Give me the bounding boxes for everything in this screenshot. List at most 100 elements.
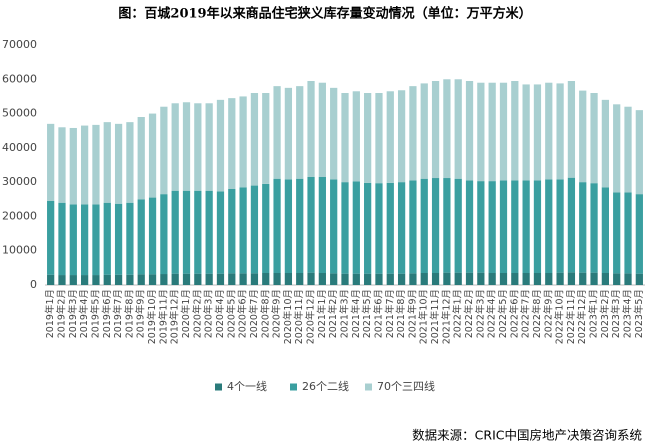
x-tick-label: 2021年10月 (418, 289, 430, 344)
bar-segment (477, 181, 485, 273)
bar-segment (148, 113, 157, 198)
bar-segment (81, 204, 89, 276)
x-tick-label: 2023年1月 (588, 289, 600, 338)
bar-segment (431, 81, 440, 179)
legend-label: 26个二线 (302, 379, 349, 393)
bar-segment (488, 181, 496, 273)
bar-segment (330, 179, 338, 274)
x-tick-label: 2021年5月 (361, 289, 373, 338)
x-tick-label: 2019年12月 (169, 289, 181, 344)
bar-segment (545, 179, 553, 273)
bar-segment (454, 272, 462, 285)
bar-segment (533, 180, 542, 273)
x-tick-label: 2020年7月 (248, 289, 260, 338)
bar-segment (205, 190, 213, 274)
bar-segment (205, 103, 213, 191)
bar-segment (567, 272, 576, 285)
x-tick-label: 2020年8月 (259, 289, 271, 338)
bar-segment (137, 274, 145, 285)
bar-segment (307, 177, 315, 273)
bar-segment (431, 273, 440, 285)
bar-segment (194, 190, 202, 274)
bar-segment (613, 192, 621, 274)
x-tick-label: 2022年7月 (520, 289, 532, 338)
bar-segment (330, 87, 338, 180)
bar-segment (522, 84, 530, 181)
bar-segment (533, 273, 542, 285)
x-tick-label: 2019年9月 (135, 289, 147, 338)
bar-segment (499, 180, 508, 273)
bar-segment (545, 273, 553, 285)
bar-segment (69, 127, 77, 205)
bar-segment (182, 273, 191, 285)
x-tick-label: 2022年1月 (452, 289, 464, 338)
x-tick-label: 2019年11月 (157, 289, 169, 344)
bar-segment (635, 110, 643, 195)
bar-segment (352, 273, 360, 285)
x-tick-label: 2019年7月 (112, 289, 124, 338)
bar-segment (420, 178, 428, 273)
bar-segment (522, 273, 530, 285)
bar-segment (126, 202, 134, 275)
bar-segment (103, 122, 111, 203)
bar-segment (443, 178, 451, 273)
bar-segment (409, 86, 417, 181)
y-tick-label: 30000 (2, 175, 37, 188)
bar-segment (296, 178, 304, 273)
x-tick-label: 2022年4月 (486, 289, 498, 338)
bar-segment (420, 273, 428, 285)
bar-segment (103, 202, 111, 275)
bar-segment (397, 182, 406, 274)
bar-segment (375, 183, 383, 274)
bar-segment (488, 82, 496, 182)
bar-segment (58, 127, 66, 203)
bar-segment (386, 91, 394, 183)
x-tick-label: 2019年5月 (89, 289, 101, 338)
x-tick-label: 2020年10月 (282, 289, 294, 344)
bar-segment (579, 182, 587, 273)
bar-segment (567, 81, 576, 178)
bar-segment (47, 123, 55, 201)
bar-segment (590, 272, 598, 285)
x-tick-label: 2023年4月 (622, 289, 634, 338)
bar-segment (250, 93, 259, 186)
bar-segment (103, 274, 111, 285)
bar-segment (624, 273, 632, 285)
x-tick-label: 2020年1月 (180, 289, 192, 338)
bar-segment (58, 275, 66, 285)
bar-segment (284, 273, 293, 285)
bar-segment (341, 273, 349, 285)
bar-segment (613, 104, 621, 193)
bar-segment (590, 183, 598, 273)
bar-segment (556, 272, 564, 285)
bar-segment (624, 192, 632, 274)
legend-label: 70个三四线 (377, 379, 435, 393)
bar-segment (443, 272, 451, 285)
bar-segment (533, 84, 542, 181)
legend-swatch (365, 383, 372, 391)
y-tick-label: 50000 (2, 107, 37, 120)
bar-segment (635, 194, 643, 274)
bar-segment (47, 274, 55, 285)
bar-segment (273, 273, 281, 285)
x-tick-label: 2020年2月 (191, 289, 203, 338)
bar-segment (352, 181, 360, 274)
bar-segment (341, 182, 349, 274)
x-tick-label: 2022年2月 (463, 289, 475, 338)
x-tick-label: 2020年9月 (271, 289, 283, 338)
bar-segment (228, 98, 236, 189)
x-tick-label: 2022年10月 (554, 289, 566, 344)
x-tick-label: 2020年3月 (203, 289, 215, 338)
bar-segment (126, 274, 134, 285)
bar-segment (114, 203, 123, 275)
bar-segment (148, 274, 157, 285)
x-tick-label: 2021年1月 (316, 289, 328, 338)
bar-segment (579, 272, 587, 285)
x-tick-label: 2022年11月 (565, 289, 577, 344)
bar-segment (579, 90, 587, 183)
bar-segment (216, 273, 225, 285)
x-tick-label: 2019年10月 (146, 289, 158, 344)
x-tick-label: 2022年6月 (508, 289, 520, 338)
x-tick-label: 2021年11月 (429, 289, 441, 344)
bar-segment (601, 99, 609, 188)
